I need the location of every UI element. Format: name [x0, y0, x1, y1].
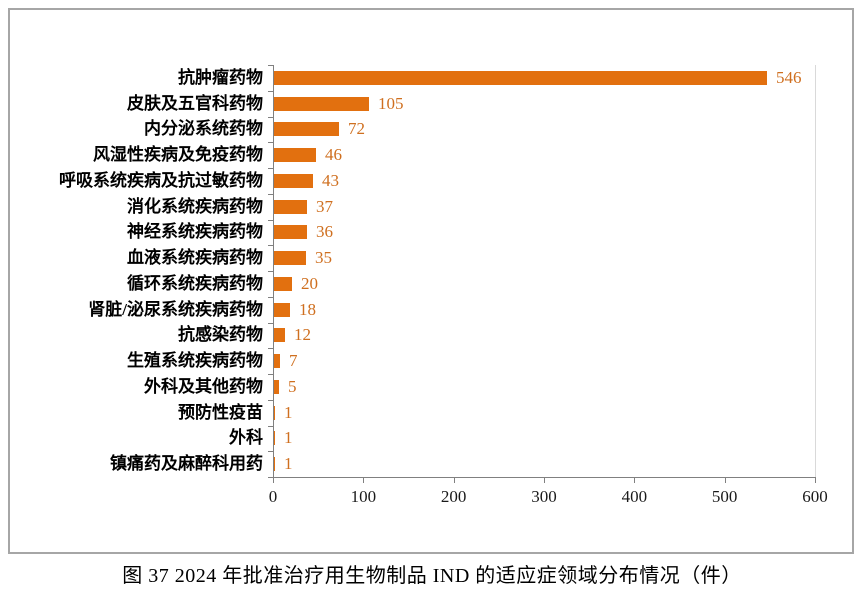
- figure-box: 抗肿瘤药物 546 皮肤及五官科药物 105 内分泌系统药物 72 风湿性疾病及免疫药物 46…: [8, 8, 854, 554]
- category-label: 镇痛药及麻醉科用药: [110, 454, 263, 474]
- y-tick: [268, 322, 273, 324]
- category-label: 肾脏/泌尿系统疾病药物: [88, 299, 263, 319]
- category-label: 生殖系统疾病药物: [127, 351, 263, 371]
- y-tick: [268, 90, 273, 92]
- y-tick: [268, 245, 273, 247]
- category-label: 血液系统疾病药物: [127, 248, 263, 268]
- y-tick: [268, 477, 273, 478]
- category-label: 预防性疫苗: [178, 402, 263, 422]
- y-tick: [268, 348, 273, 350]
- x-tick: [273, 478, 274, 483]
- category-label: 抗肿瘤药物: [178, 67, 263, 87]
- bar-value-label: 1: [284, 402, 293, 422]
- bar: [274, 148, 316, 163]
- bar-value-label: 7: [289, 351, 298, 371]
- bar: [274, 276, 292, 291]
- bar: [274, 251, 306, 266]
- y-tick: [268, 451, 273, 453]
- bar: [274, 379, 279, 394]
- bar: [274, 457, 275, 472]
- y-tick: [268, 116, 273, 118]
- bar-value-label: 12: [294, 325, 311, 345]
- bar-value-label: 5: [288, 376, 297, 396]
- category-label: 消化系统疾病药物: [127, 196, 263, 216]
- y-tick: [268, 168, 273, 169]
- bar: [274, 122, 339, 137]
- y-tick: [268, 425, 273, 427]
- bar-value-label: 46: [325, 145, 342, 165]
- y-tick: [268, 399, 273, 401]
- x-tick-label: 400: [621, 487, 648, 506]
- bar: [274, 302, 290, 317]
- x-tick-label: 200: [440, 487, 467, 506]
- y-tick: [268, 142, 273, 144]
- y-tick: [268, 65, 273, 66]
- category-label: 内分泌系统药物: [144, 119, 263, 139]
- category-label: 风湿性疾病及免疫药物: [93, 145, 263, 165]
- y-tick: [268, 374, 273, 375]
- category-label: 外科: [229, 428, 263, 448]
- y-tick: [268, 219, 273, 221]
- plot-right-border: [815, 65, 816, 477]
- bar-value-label: 72: [348, 119, 365, 139]
- x-tick: [544, 478, 545, 483]
- x-tick-label: 0: [268, 487, 278, 506]
- bar-value-label: 37: [316, 196, 333, 216]
- bar: [274, 225, 307, 240]
- bar-value-label: 35: [315, 248, 332, 268]
- x-tick-label: 300: [531, 487, 557, 506]
- figure-caption: 图 37 2024 年批准治疗用生物制品 IND 的适应症领域分布情况（件）: [122, 565, 742, 587]
- bar-chart-plot-area: 抗肿瘤药物 546 皮肤及五官科药物 105 内分泌系统药物 72 风湿性疾病及免疫药物 46…: [10, 10, 852, 552]
- x-tick: [453, 478, 455, 483]
- x-tick: [363, 478, 365, 483]
- x-tick: [724, 478, 726, 483]
- bar-value-label: 105: [378, 93, 404, 113]
- bar-value-label: 36: [316, 222, 333, 242]
- x-tick-label: 600: [802, 487, 828, 506]
- bar-value-label: 43: [322, 170, 339, 190]
- bar: [274, 173, 313, 188]
- y-axis-line: [273, 65, 274, 477]
- category-label: 皮肤及五官科药物: [127, 93, 263, 113]
- bar-value-label: 546: [776, 67, 802, 87]
- x-axis-line: [273, 477, 816, 478]
- category-label: 循环系统疾病药物: [127, 273, 263, 293]
- bar: [274, 199, 307, 214]
- bar: [274, 405, 275, 420]
- y-tick: [268, 193, 273, 195]
- bar: [274, 70, 767, 85]
- y-tick: [268, 296, 273, 298]
- bar-value-label: 1: [284, 454, 293, 474]
- x-tick-label: 500: [711, 487, 738, 506]
- bar: [274, 431, 275, 446]
- category-label: 神经系统疾病药物: [127, 222, 263, 242]
- bar: [274, 328, 285, 343]
- bar-value-label: 20: [301, 273, 318, 293]
- bar-value-label: 1: [284, 428, 293, 448]
- category-label: 抗感染药物: [178, 325, 263, 345]
- x-tick: [634, 478, 636, 483]
- x-tick: [815, 478, 816, 483]
- category-label: 呼吸系统疾病及抗过敏药物: [59, 170, 263, 190]
- y-tick: [268, 271, 273, 272]
- x-tick-label: 100: [350, 487, 377, 506]
- bar-value-label: 18: [299, 299, 316, 319]
- category-label: 外科及其他药物: [144, 376, 263, 396]
- bar: [274, 96, 369, 111]
- bar: [274, 354, 280, 369]
